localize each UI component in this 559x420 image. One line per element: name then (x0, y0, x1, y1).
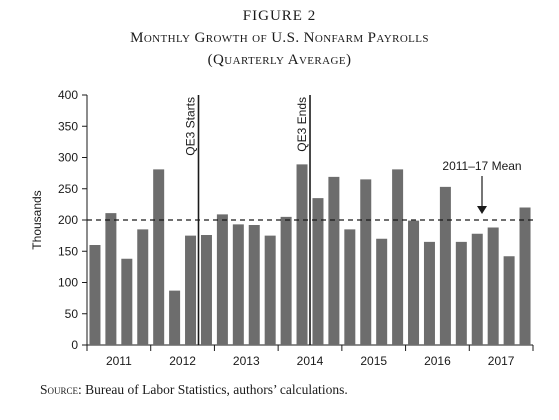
bar (169, 290, 181, 345)
annotations: 2011–17 Mean QE3 Starts QE3 Ends (87, 95, 533, 345)
source-text: Bureau of Labor Statistics, authors’ cal… (85, 382, 348, 397)
bar (408, 220, 420, 345)
bar (455, 241, 467, 345)
x-tick-label: 2015 (360, 354, 387, 368)
x-tick-label: 2011 (106, 354, 132, 368)
x-tick-label: 2012 (169, 354, 196, 368)
bar (248, 225, 260, 345)
bar (312, 198, 324, 345)
bar (200, 235, 212, 345)
bar (296, 164, 308, 345)
source-note: Source: Bureau of Labor Statistics, auth… (40, 382, 348, 398)
bar (105, 213, 117, 345)
event-label: QE3 Starts (184, 97, 198, 156)
y-tick-label: 350 (58, 119, 78, 133)
x-tick-label: 2016 (424, 354, 451, 368)
bar (137, 229, 149, 345)
chart-subtitle: (Quarterly Average) (207, 52, 352, 68)
y-tick-label: 300 (58, 151, 78, 165)
bars (89, 164, 531, 345)
bar (423, 241, 435, 345)
mean-arrow-head (477, 206, 487, 214)
x-tick-label: 2017 (488, 354, 515, 368)
x-tick-label: 2014 (297, 354, 324, 368)
bar (264, 235, 276, 345)
bar (439, 186, 451, 345)
bar (471, 233, 483, 345)
event-label: QE3 Ends (295, 97, 309, 152)
bar (153, 169, 165, 345)
bar (392, 169, 404, 345)
y-tick-label: 100 (58, 276, 78, 290)
y-tick-label: 250 (58, 182, 78, 196)
bar (376, 238, 388, 345)
bar (503, 256, 515, 345)
source-label: Source: (40, 382, 82, 397)
chart-title: Monthly Growth of U.S. Nonfarm Payrolls (130, 30, 429, 46)
bar (232, 224, 244, 345)
bar (280, 216, 292, 345)
bar (185, 235, 197, 345)
bar (519, 207, 531, 345)
bar (121, 258, 133, 345)
bar (216, 214, 228, 345)
y-tick-label: 0 (71, 338, 78, 352)
axes: 0 50 100 150 200 250 300 350 400 Thousands 2011 201… (30, 88, 534, 368)
bar (344, 229, 356, 345)
x-tick-label: 2013 (233, 354, 260, 368)
y-tick-label: 150 (58, 244, 78, 258)
figure-label: FIGURE 2 (242, 8, 317, 24)
y-tick-label: 400 (58, 88, 78, 102)
bar (328, 176, 340, 345)
y-axis-label: Thousands (30, 190, 44, 249)
mean-label: 2011–17 Mean (442, 159, 521, 173)
y-tick-label: 50 (65, 307, 79, 321)
bar (487, 227, 499, 345)
y-tick-label: 200 (58, 213, 78, 227)
bar (89, 245, 101, 345)
bar (360, 179, 372, 345)
